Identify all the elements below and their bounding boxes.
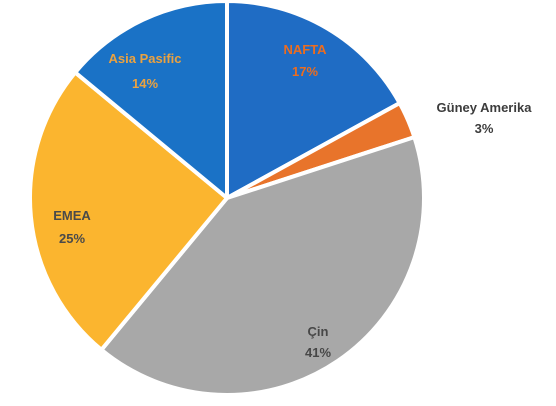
slice-value-nafta: 17% [292, 64, 318, 79]
slice-value-asia-pasific: 14% [132, 76, 158, 91]
pie-slice-in [99, 135, 426, 397]
slice-label-cin: Çin [308, 324, 329, 339]
slice-label-emea: EMEA [53, 208, 91, 223]
pie-slice-asia-pasific [73, 0, 229, 200]
pie-slice-nafta [225, 0, 402, 200]
slice-value-emea: 25% [59, 231, 85, 246]
slice-label-asia-pasific: Asia Pasific [109, 51, 182, 66]
pie-slice-emea [28, 70, 229, 352]
slice-label-nafta: NAFTA [283, 42, 327, 57]
slice-value-guney-amerika: 3% [475, 121, 494, 136]
slice-value-cin: 41% [305, 345, 331, 360]
pie-slices [28, 0, 426, 397]
slice-label-guney-amerika: Güney Amerika [437, 100, 533, 115]
